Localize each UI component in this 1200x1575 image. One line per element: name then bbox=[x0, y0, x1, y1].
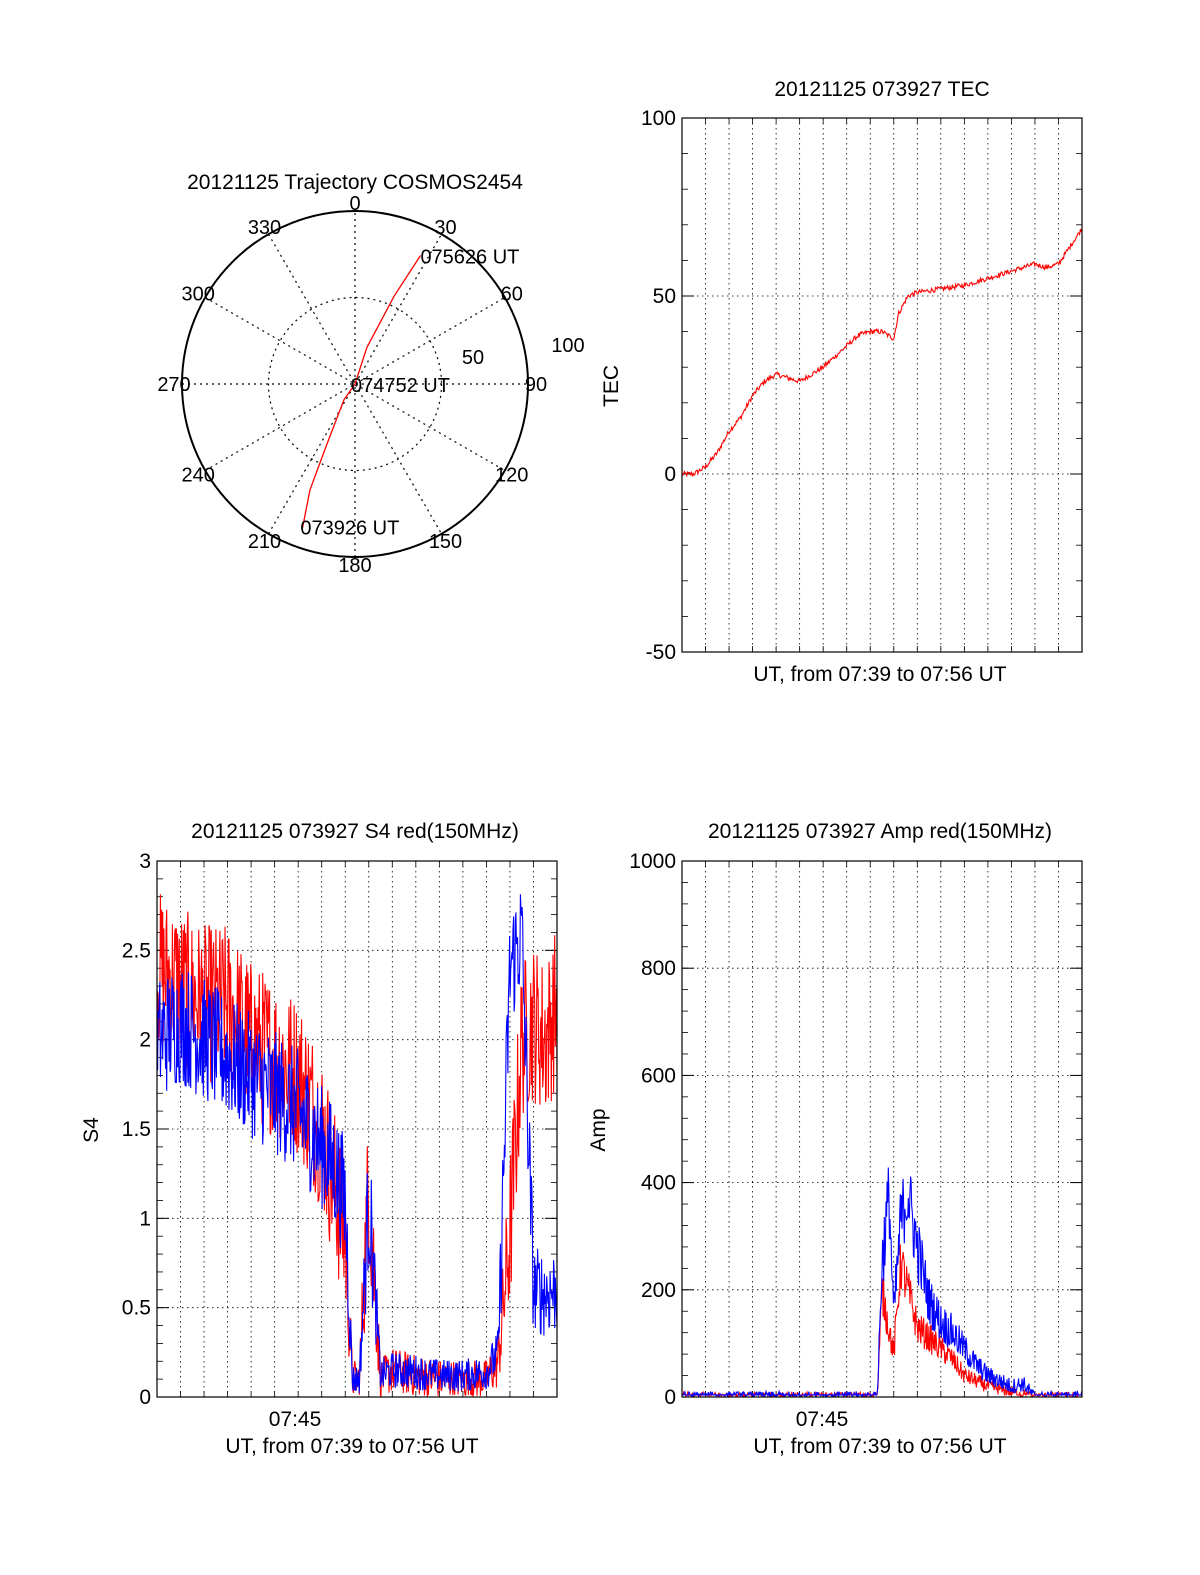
polar-azimuth-label: 270 bbox=[157, 374, 190, 396]
data-series-line bbox=[682, 1167, 1082, 1397]
data-series-line bbox=[157, 894, 557, 1397]
tec-ylabel: TEC bbox=[600, 365, 623, 407]
y-tick-label: -50 bbox=[646, 641, 676, 664]
polar-azimuth-label: 120 bbox=[495, 465, 528, 487]
polar-spoke bbox=[204, 296, 506, 472]
polar-azimuth-label: 60 bbox=[501, 284, 523, 306]
polar-spoke bbox=[204, 296, 506, 472]
polar-ring-label: 50 bbox=[462, 347, 484, 369]
polar-azimuth-label: 30 bbox=[434, 217, 456, 239]
tec-plot: 20121125 073927 TEC UT, from 07:39 to 07… bbox=[600, 78, 1083, 686]
y-tick-label: 600 bbox=[641, 1064, 676, 1087]
polar-azimuth-label: 300 bbox=[182, 284, 215, 306]
y-tick-label: 1 bbox=[139, 1207, 151, 1230]
y-tick-label: 1.5 bbox=[122, 1118, 151, 1141]
polar-ring-label: 100 bbox=[551, 335, 584, 357]
amp-xlabel: UT, from 07:39 to 07:56 UT bbox=[753, 1435, 1006, 1458]
amp-plot: 20121125 073927 Amp red(150MHz) 07:45 UT… bbox=[587, 820, 1083, 1458]
y-tick-label: 2.5 bbox=[122, 939, 151, 962]
y-tick-label: 50 bbox=[653, 285, 676, 308]
polar-time-annotation: 074752 UT bbox=[351, 375, 450, 397]
plot-frame bbox=[681, 860, 1083, 1398]
polar-time-annotation: 073926 UT bbox=[300, 518, 399, 540]
y-tick-label: 800 bbox=[641, 957, 676, 980]
trajectory-polar-plot: 20121125 Trajectory COSMOS2454 0 30 60 90 12… bbox=[157, 171, 584, 577]
y-tick-label: 0 bbox=[664, 463, 676, 486]
polar-azimuth-label: 150 bbox=[429, 531, 462, 553]
tec-title: 20121125 073927 TEC bbox=[774, 78, 989, 101]
polar-time-annotation: 075626 UT bbox=[420, 247, 519, 269]
polar-azimuth-label: 0 bbox=[349, 193, 360, 215]
y-tick-label: 1000 bbox=[629, 850, 676, 873]
y-tick-label: 200 bbox=[641, 1279, 676, 1302]
trajectory-line bbox=[301, 255, 422, 529]
polar-azimuth-labels: 0 30 60 90 120 150 180 210 240 270 300 330 50 100 bbox=[157, 193, 584, 577]
y-tick-label: 0 bbox=[139, 1386, 151, 1409]
s4-xtick-label: 07:45 bbox=[269, 1408, 322, 1431]
tec-xlabel: UT, from 07:39 to 07:56 UT bbox=[753, 663, 1006, 686]
amp-xtick-label: 07:45 bbox=[796, 1408, 849, 1431]
s4-ylabel: S4 bbox=[80, 1117, 103, 1143]
plot-frame bbox=[156, 860, 558, 1398]
plot-series-group bbox=[682, 1167, 1082, 1397]
polar-azimuth-label: 240 bbox=[182, 465, 215, 487]
data-series-line bbox=[682, 227, 1082, 478]
y-tick-label: 400 bbox=[641, 1172, 676, 1195]
amp-ylabel: Amp bbox=[587, 1108, 610, 1151]
polar-grid bbox=[181, 210, 529, 558]
plot-frame bbox=[681, 117, 1083, 653]
polar-azimuth-label: 210 bbox=[248, 531, 281, 553]
data-series-line bbox=[157, 894, 557, 1394]
polar-azimuth-label: 180 bbox=[338, 555, 371, 577]
y-tick-label: 2 bbox=[139, 1029, 151, 1052]
plot-series-group bbox=[682, 227, 1082, 478]
polar-azimuth-label: 330 bbox=[248, 217, 281, 239]
amp-title: 20121125 073927 Amp red(150MHz) bbox=[708, 820, 1052, 843]
s4-title: 20121125 073927 S4 red(150MHz) bbox=[191, 820, 519, 843]
s4-xlabel: UT, from 07:39 to 07:56 UT bbox=[225, 1435, 478, 1458]
y-tick-label: 3 bbox=[139, 850, 151, 873]
polar-spoke bbox=[267, 233, 443, 535]
polar-azimuth-label: 90 bbox=[525, 374, 547, 396]
polar-spoke bbox=[267, 233, 443, 535]
polar-title: 20121125 Trajectory COSMOS2454 bbox=[187, 171, 523, 194]
y-tick-label: 100 bbox=[641, 107, 676, 130]
plot-series-group bbox=[157, 894, 557, 1397]
polar-annotations: 075626 UT 074752 UT 073926 UT bbox=[300, 247, 519, 540]
s4-plot: 20121125 073927 S4 red(150MHz) 07:45 UT,… bbox=[80, 820, 558, 1458]
polar-trajectory bbox=[301, 255, 422, 529]
y-tick-label: 0.5 bbox=[122, 1297, 151, 1320]
y-tick-label: 0 bbox=[664, 1386, 676, 1409]
